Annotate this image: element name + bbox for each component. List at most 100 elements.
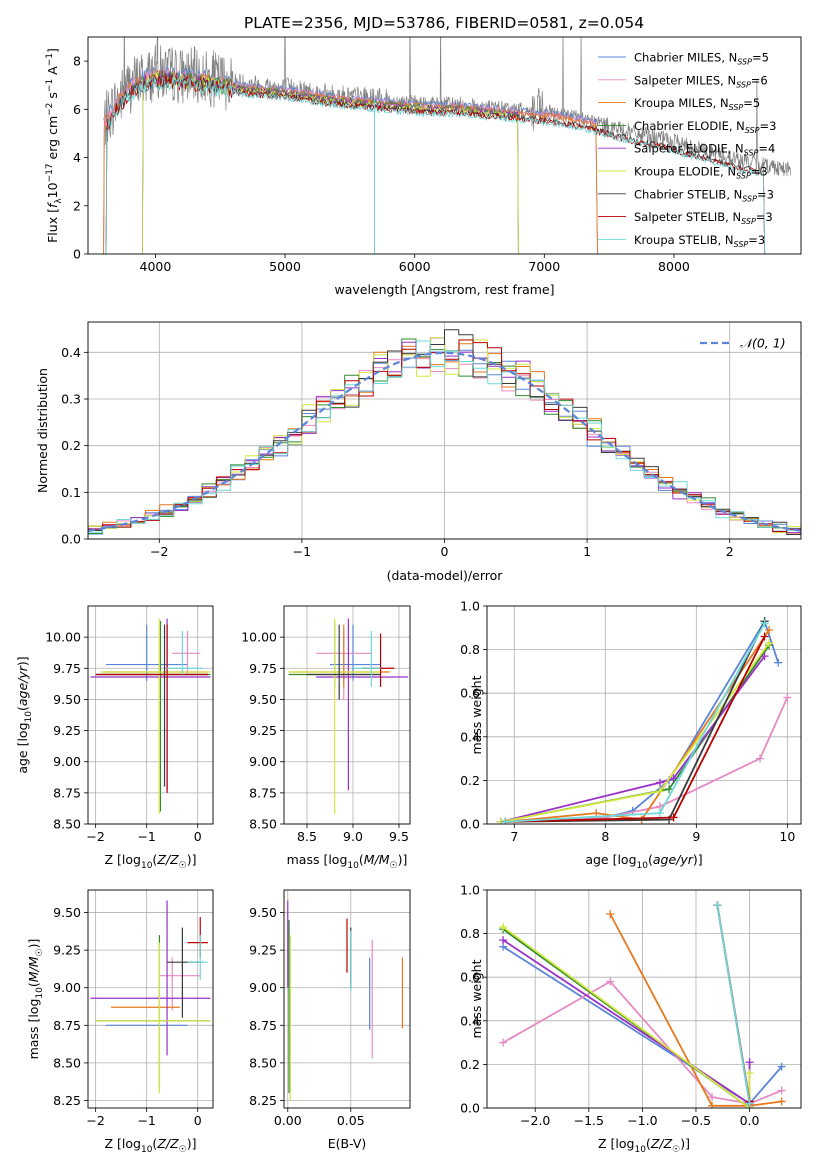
x-axis-label: Z [log10(Z/Z☉)] xyxy=(598,1136,690,1155)
y-tick-label: 9.25 xyxy=(53,943,81,958)
y-tick-label: 0.0 xyxy=(460,817,480,832)
axes-frame xyxy=(87,36,802,255)
mass-weight-marker xyxy=(765,639,774,648)
legend-label: Kroupa ELODIE, NSSP=3 xyxy=(634,165,768,181)
mass-weight-line xyxy=(505,622,766,823)
mass-weight-line xyxy=(505,697,789,823)
x-tick-label: 2 xyxy=(726,544,734,559)
y-tick-label: 0.2 xyxy=(460,773,480,788)
x-tick-label: −0.5 xyxy=(681,1113,711,1128)
model-spectrum-line xyxy=(105,75,766,254)
y-tick-label: 0.2 xyxy=(61,438,81,453)
x-tick-label: 0.00 xyxy=(274,1113,302,1128)
y-tick-label: 8 xyxy=(73,54,81,69)
mass-weight-marker xyxy=(774,658,783,667)
y-tick-label: 0.4 xyxy=(460,1013,480,1028)
y-tick-label: 0.3 xyxy=(61,392,81,407)
x-tick-label: −1.5 xyxy=(574,1113,604,1128)
x-tick-label: −1 xyxy=(137,829,155,844)
y-tick-label: 8.50 xyxy=(249,1055,277,1070)
plot-area xyxy=(103,37,791,254)
y-axis-label: mass weight xyxy=(469,675,484,754)
x-tick-label: −2 xyxy=(150,544,168,559)
legend-label: Salpeter MILES, NSSP=6 xyxy=(634,73,768,89)
mass-weight-line xyxy=(505,636,766,823)
panel-residuals: −2 −1 0 1 2 0.0 0.1 0.2 0.3 0.4 𝒩(0, 1) (data-model… xyxy=(35,321,802,583)
y-tick-label: 4 xyxy=(73,150,81,165)
x-tick-label: −2.0 xyxy=(520,1113,550,1128)
y-axis-label: Flux [fλ10−17 erg cm−2 s−1 A−1] xyxy=(45,48,64,243)
y-tick-label: 10.00 xyxy=(241,630,277,645)
y-tick-label: 6 xyxy=(73,102,81,117)
mass-weight-marker xyxy=(777,1086,786,1095)
x-tick-label: −2 xyxy=(86,829,104,844)
axes-frame xyxy=(486,605,802,825)
y-tick-label: 9.50 xyxy=(249,905,277,920)
mass-weight-marker xyxy=(760,632,769,641)
x-tick-label: 1 xyxy=(583,544,591,559)
y-tick-label: 9.00 xyxy=(53,754,81,769)
x-axis-label: age [log10(age/yr)] xyxy=(585,852,702,871)
mass-weight-marker xyxy=(501,817,510,824)
x-tick-label: −2 xyxy=(86,1113,104,1128)
x-tick-label: 8 xyxy=(601,829,609,844)
y-tick-label: 1.0 xyxy=(460,883,480,898)
mass-weight-line xyxy=(500,619,780,823)
legend-label: Kroupa MILES, NSSP=5 xyxy=(634,96,760,112)
y-tick-label: 8.50 xyxy=(53,1055,81,1070)
y-tick-label: 0.1 xyxy=(61,485,81,500)
y-tick-label: 9.75 xyxy=(249,661,277,676)
y-tick-label: 0.6 xyxy=(460,970,480,985)
y-tick-label: 2 xyxy=(73,198,81,213)
mass-weight-line xyxy=(609,913,782,1107)
legend-label: Salpeter ELODIE, NSSP=4 xyxy=(634,142,775,158)
y-tick-label: 0.8 xyxy=(460,926,480,941)
mass-weight-marker xyxy=(499,936,508,945)
panel-massweight_vs_age: 7 8 9 10 0.0 0.2 0.4 0.6 0.8 1.0 age [log10(age/yr… xyxy=(460,599,802,871)
y-tick-label: 0.4 xyxy=(61,345,81,360)
mass-weight-marker xyxy=(655,809,664,818)
x-tick-label: 8000 xyxy=(658,259,690,274)
axes-frame xyxy=(87,605,214,825)
x-tick-label: 0 xyxy=(194,1113,202,1128)
mass-weight-marker xyxy=(760,652,769,661)
y-tick-label: 8.25 xyxy=(53,1093,81,1108)
x-tick-label: −1 xyxy=(293,544,311,559)
axes-frame xyxy=(283,605,411,825)
x-tick-label: 9.5 xyxy=(389,829,409,844)
y-axis-label: mass [log10(M/M☉)] xyxy=(26,939,45,1060)
axes-frame xyxy=(283,889,411,1109)
y-tick-label: 8.25 xyxy=(249,1093,277,1108)
x-axis-label: mass [log10(M/M☉)] xyxy=(287,852,408,871)
mass-weight-marker xyxy=(777,1097,786,1106)
y-tick-label: 8.50 xyxy=(53,817,81,832)
plot-area xyxy=(496,617,792,824)
x-tick-label: 0 xyxy=(194,829,202,844)
mass-weight-line xyxy=(502,926,751,1108)
y-tick-label: 0.4 xyxy=(460,729,480,744)
gaussian-reference-line xyxy=(88,351,801,532)
panel-age_vs_Z: −2 −1 0 8.50 8.75 9.00 9.25 9.50 9.75 10.00 Z [log… xyxy=(15,605,214,871)
x-tick-label: 9.0 xyxy=(343,829,363,844)
y-tick-label: 1.0 xyxy=(460,599,480,614)
figure-title: PLATE=2356, MJD=53786, FIBERID=0581, z=0… xyxy=(244,14,644,32)
y-tick-label: 9.25 xyxy=(249,943,277,958)
panel-age_vs_mass: 8.5 9.0 9.5 8.50 8.75 9.00 9.25 9.50 9.75 10.00 ma… xyxy=(241,605,411,871)
mass-weight-marker xyxy=(669,813,678,822)
x-tick-label: 6000 xyxy=(399,259,431,274)
mass-weight-line xyxy=(716,905,751,1104)
x-tick-label: 7 xyxy=(510,829,518,844)
y-tick-label: 9.25 xyxy=(53,723,81,738)
mass-weight-marker xyxy=(669,774,678,783)
axes-frame xyxy=(87,321,802,540)
y-tick-label: 8.50 xyxy=(249,817,277,832)
y-tick-label: 0.2 xyxy=(460,1057,480,1072)
mass-weight-marker xyxy=(606,977,615,986)
legend-label: Chabrier ELODIE, NSSP=3 xyxy=(634,119,776,135)
mass-weight-marker xyxy=(708,1093,717,1102)
mass-weight-marker xyxy=(665,785,674,794)
x-tick-label: 0.05 xyxy=(337,1113,365,1128)
legend-label: Chabrier MILES, NSSP=5 xyxy=(634,51,769,67)
x-tick-label: −1.0 xyxy=(627,1113,657,1128)
